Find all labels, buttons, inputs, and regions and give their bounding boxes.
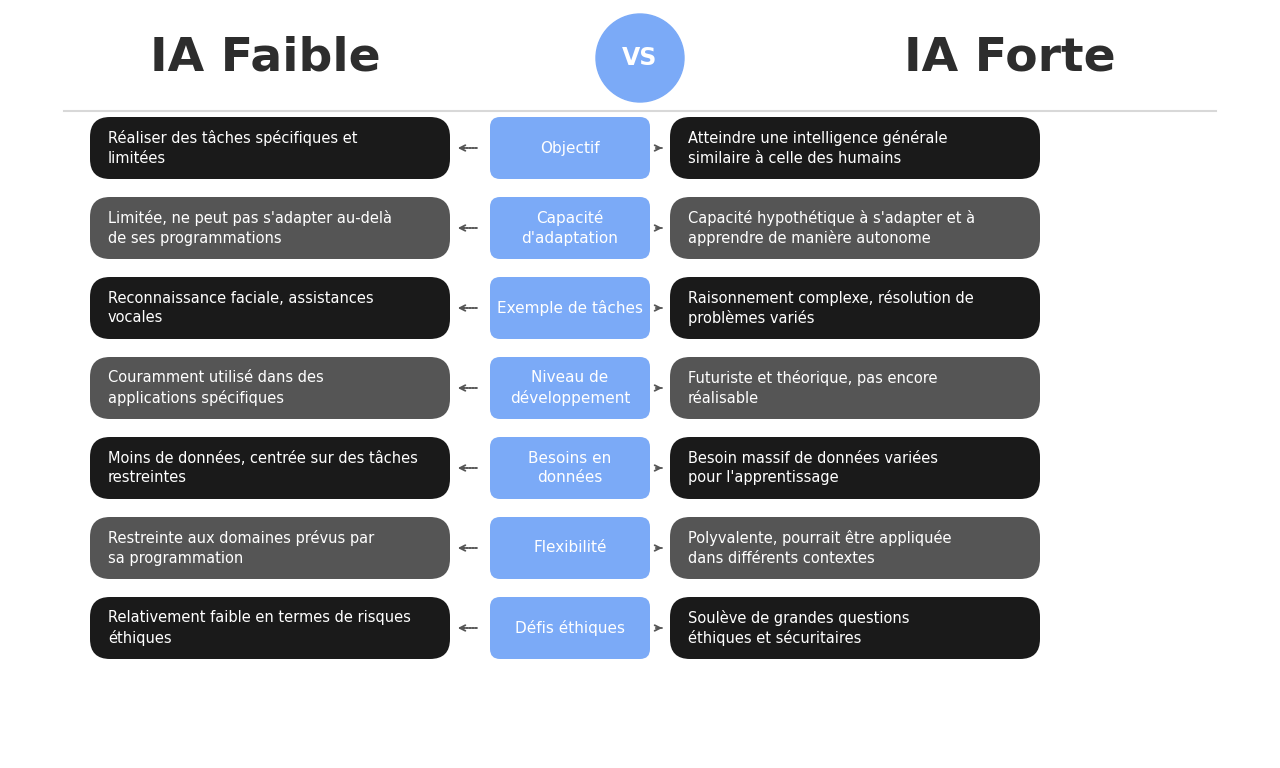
Text: Atteindre une intelligence générale
similaire à celle des humains: Atteindre une intelligence générale simi… bbox=[689, 131, 947, 166]
Text: VS: VS bbox=[622, 46, 658, 70]
FancyBboxPatch shape bbox=[90, 517, 451, 579]
Text: Besoin massif de données variées
pour l'apprentissage: Besoin massif de données variées pour l'… bbox=[689, 451, 938, 485]
FancyBboxPatch shape bbox=[90, 117, 451, 179]
FancyBboxPatch shape bbox=[90, 597, 451, 659]
FancyBboxPatch shape bbox=[490, 117, 650, 179]
FancyBboxPatch shape bbox=[90, 197, 451, 259]
FancyBboxPatch shape bbox=[490, 277, 650, 339]
FancyBboxPatch shape bbox=[669, 597, 1039, 659]
Text: Capacité
d'adaptation: Capacité d'adaptation bbox=[521, 210, 618, 246]
Text: Moins de données, centrée sur des tâches
restreintes: Moins de données, centrée sur des tâches… bbox=[108, 451, 417, 485]
Text: Raisonnement complexe, résolution de
problèmes variés: Raisonnement complexe, résolution de pro… bbox=[689, 290, 974, 326]
Text: Polyvalente, pourrait être appliquée
dans différents contextes: Polyvalente, pourrait être appliquée dan… bbox=[689, 531, 951, 565]
FancyBboxPatch shape bbox=[90, 277, 451, 339]
Text: IA Faible: IA Faible bbox=[150, 35, 380, 81]
FancyBboxPatch shape bbox=[490, 517, 650, 579]
Text: Flexibilité: Flexibilité bbox=[534, 541, 607, 555]
Text: IA Forte: IA Forte bbox=[904, 35, 1116, 81]
Text: Futuriste et théorique, pas encore
réalisable: Futuriste et théorique, pas encore réali… bbox=[689, 370, 937, 406]
Text: Restreinte aux domaines prévus par
sa programmation: Restreinte aux domaines prévus par sa pr… bbox=[108, 531, 374, 565]
FancyBboxPatch shape bbox=[669, 437, 1039, 499]
Text: Limitée, ne peut pas s'adapter au-delà
de ses programmations: Limitée, ne peut pas s'adapter au-delà d… bbox=[108, 210, 392, 246]
FancyBboxPatch shape bbox=[90, 437, 451, 499]
Text: Relativement faible en termes de risques
éthiques: Relativement faible en termes de risques… bbox=[108, 611, 411, 646]
FancyBboxPatch shape bbox=[490, 597, 650, 659]
Text: Défis éthiques: Défis éthiques bbox=[515, 620, 625, 636]
Text: Objectif: Objectif bbox=[540, 141, 600, 155]
FancyBboxPatch shape bbox=[669, 117, 1039, 179]
FancyBboxPatch shape bbox=[90, 357, 451, 419]
Circle shape bbox=[596, 14, 684, 102]
Text: Niveau de
développement: Niveau de développement bbox=[509, 370, 630, 406]
FancyBboxPatch shape bbox=[669, 277, 1039, 339]
FancyBboxPatch shape bbox=[490, 197, 650, 259]
FancyBboxPatch shape bbox=[490, 437, 650, 499]
FancyBboxPatch shape bbox=[669, 517, 1039, 579]
FancyBboxPatch shape bbox=[669, 197, 1039, 259]
Text: Capacité hypothétique à s'adapter et à
apprendre de manière autonome: Capacité hypothétique à s'adapter et à a… bbox=[689, 210, 975, 247]
FancyBboxPatch shape bbox=[490, 357, 650, 419]
FancyBboxPatch shape bbox=[669, 357, 1039, 419]
Text: Besoins en
données: Besoins en données bbox=[529, 451, 612, 485]
Text: Réaliser des tâches spécifiques et
limitées: Réaliser des tâches spécifiques et limit… bbox=[108, 131, 357, 166]
Text: Reconnaissance faciale, assistances
vocales: Reconnaissance faciale, assistances voca… bbox=[108, 291, 374, 325]
Text: Exemple de tâches: Exemple de tâches bbox=[497, 300, 643, 316]
Text: Soulève de grandes questions
éthiques et sécuritaires: Soulève de grandes questions éthiques et… bbox=[689, 610, 910, 647]
Text: Couramment utilisé dans des
applications spécifiques: Couramment utilisé dans des applications… bbox=[108, 370, 324, 406]
